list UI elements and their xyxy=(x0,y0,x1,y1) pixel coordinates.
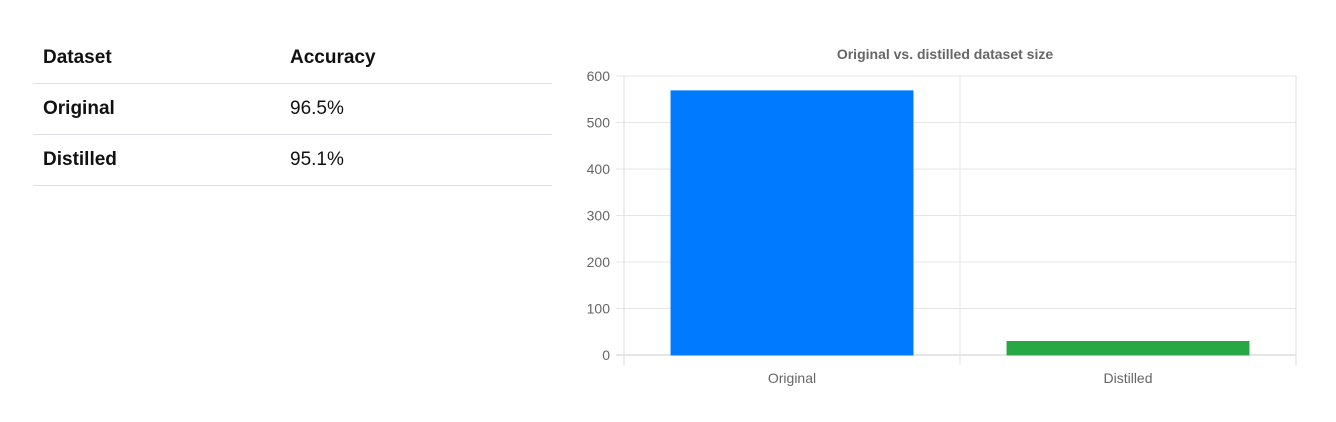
y-tick-label: 300 xyxy=(587,208,611,224)
table-row: Distilled 95.1% xyxy=(33,134,552,186)
y-tick-label: 400 xyxy=(587,161,611,177)
dataset-column-header: Dataset xyxy=(33,33,280,84)
y-tick-label: 0 xyxy=(602,347,610,363)
results-table: Dataset Accuracy Original 96.5% Distille… xyxy=(33,33,552,186)
y-tick-label: 200 xyxy=(587,254,611,270)
bar-chart: Original vs. distilled dataset size 0 100… xyxy=(565,38,1325,398)
accuracy-column-header: Accuracy xyxy=(280,33,552,84)
table-row: Original 96.5% xyxy=(33,83,552,135)
table-header-row: Dataset Accuracy xyxy=(33,33,552,84)
accuracy-cell: 96.5% xyxy=(280,83,552,135)
y-tick-label: 100 xyxy=(587,301,611,317)
chart-title: Original vs. distilled dataset size xyxy=(836,46,1054,62)
x-tick-label: Original xyxy=(768,370,816,386)
x-tick-label: Distilled xyxy=(1103,370,1152,386)
chart-canvas: 0 100 200 300 400 500 600 Original Distilled xyxy=(587,68,1297,386)
dataset-name-cell: Original xyxy=(33,83,280,135)
accuracy-cell: 95.1% xyxy=(280,134,552,186)
bar-original xyxy=(670,90,914,356)
y-tick-label: 500 xyxy=(587,115,611,131)
dataset-name-cell: Distilled xyxy=(33,134,280,186)
bar-distilled xyxy=(1006,341,1250,356)
y-tick-label: 600 xyxy=(587,68,611,84)
